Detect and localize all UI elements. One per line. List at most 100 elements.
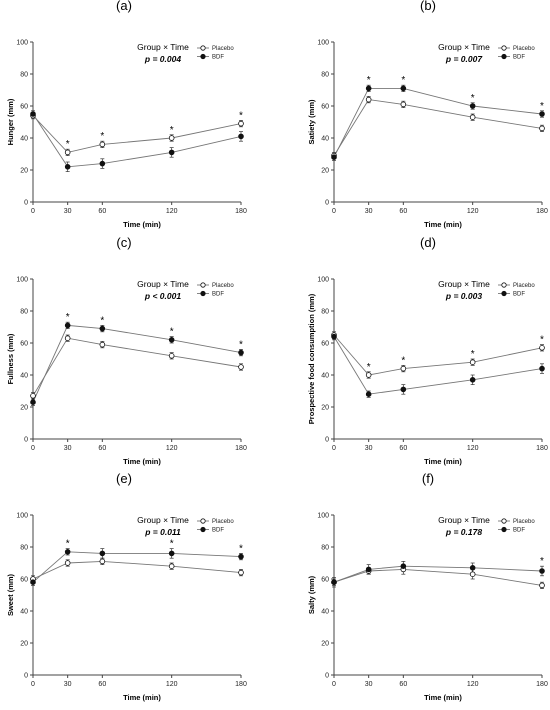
chart-panel-4: (d) 0 20 40 60 80 100 0 30 60 120 180 Time (min) Pros…: [307, 235, 548, 466]
chart-panel-1: (a) 0 20 40 60 80 100 0 30 60 120 180 Time (min) Hung…: [6, 0, 247, 229]
data-point-bdf: [365, 391, 372, 398]
p-value-label: p = 0.003: [445, 291, 482, 301]
legend-marker: [200, 53, 206, 60]
y-tick-label: 60: [20, 341, 28, 348]
y-tick-label: 60: [321, 104, 329, 111]
y-tick-label: 100: [317, 40, 329, 47]
data-point-placebo: [400, 365, 407, 372]
data-point-bdf: [469, 376, 476, 383]
chart-panel-5: (e) 0 20 40 60 80 100 0 30 60 120 180 Time (min) Swee…: [6, 471, 247, 702]
x-tick-label: 180: [235, 445, 247, 452]
x-tick-label: 60: [98, 208, 106, 215]
x-tick-label: 180: [536, 208, 548, 215]
significance-star: *: [170, 539, 174, 550]
x-tick-label: 0: [332, 445, 336, 452]
x-tick-label: 60: [399, 208, 407, 215]
chart-panel-2: (b) 0 20 40 60 80 100 0 30 60 120 180 Time (min) Sati…: [307, 0, 548, 229]
y-tick-label: 100: [16, 513, 28, 520]
x-tick-label: 30: [365, 445, 373, 452]
y-axis-label: Satiety (mm): [307, 99, 316, 145]
x-tick-label: 60: [98, 681, 106, 688]
y-tick-label: 0: [24, 673, 28, 680]
series-line-bdf: [32, 113, 242, 168]
y-tick-label: 40: [321, 136, 329, 143]
data-point-bdf: [99, 550, 106, 557]
y-tick-label: 0: [325, 200, 329, 207]
y-tick-label: 40: [20, 136, 28, 143]
series-line-bdf: [32, 324, 242, 403]
x-tick-label: 120: [467, 208, 479, 215]
data-point-bdf: [99, 160, 106, 167]
data-point-placebo: [99, 558, 106, 565]
x-axis-label: Time (min): [424, 220, 462, 229]
y-tick-label: 20: [20, 405, 28, 412]
data-point-bdf: [30, 111, 36, 117]
legend-marker: [501, 290, 507, 297]
y-tick-label: 20: [321, 641, 329, 648]
y-tick-label: 80: [321, 72, 329, 79]
data-point-bdf: [168, 149, 175, 156]
x-tick-label: 120: [467, 445, 479, 452]
significance-star: *: [239, 543, 243, 554]
data-point-bdf: [400, 85, 407, 92]
y-tick-label: 20: [321, 168, 329, 175]
y-tick-label: 20: [321, 405, 329, 412]
significance-star: *: [471, 349, 475, 360]
data-point-placebo: [365, 372, 372, 378]
x-tick-label: 60: [399, 681, 407, 688]
p-value-label: p = 0.178: [445, 527, 482, 537]
x-tick-label: 0: [332, 681, 336, 688]
data-point-bdf: [238, 133, 244, 140]
y-axis-label: Prospective food consumption (mm): [307, 293, 316, 424]
data-point-bdf: [539, 111, 545, 117]
data-point-placebo: [168, 352, 175, 359]
significance-star: *: [66, 539, 70, 550]
x-axis-label: Time (min): [424, 693, 462, 702]
legend-marker: [501, 518, 507, 524]
panel-letter: (b): [420, 0, 436, 13]
x-tick-label: 180: [536, 445, 548, 452]
y-axis-label: Salty (mm): [307, 575, 316, 614]
significance-star: *: [66, 139, 70, 150]
x-tick-label: 30: [64, 445, 72, 452]
data-point-placebo: [365, 96, 372, 103]
data-point-bdf: [30, 579, 36, 585]
data-point-bdf: [469, 103, 476, 109]
legend-marker: [200, 518, 206, 524]
y-tick-label: 0: [24, 200, 28, 207]
chart-panel-3: (c) 0 20 40 60 80 100 0 30 60 120 180 Time (min) Full…: [6, 235, 247, 466]
y-tick-label: 0: [325, 673, 329, 680]
legend-marker: [200, 45, 206, 51]
significance-star: *: [66, 312, 70, 323]
data-point-placebo: [64, 149, 71, 156]
data-point-placebo: [238, 364, 244, 370]
x-tick-label: 0: [31, 445, 35, 452]
p-value-label: p = 0.011: [144, 527, 181, 537]
panel-letter: (e): [116, 471, 132, 486]
group-time-label: Group × Time: [438, 515, 490, 525]
x-axis-label: Time (min): [424, 457, 462, 466]
series-line-bdf: [333, 87, 543, 158]
data-point-placebo: [30, 392, 36, 399]
x-tick-label: 120: [166, 681, 178, 688]
x-tick-label: 30: [365, 208, 373, 215]
data-point-placebo: [539, 125, 545, 132]
data-point-bdf: [365, 85, 372, 92]
y-tick-label: 40: [321, 373, 329, 380]
y-tick-label: 80: [20, 545, 28, 552]
significance-star: *: [100, 315, 104, 326]
data-point-placebo: [469, 114, 476, 120]
panel-letter: (d): [420, 235, 436, 250]
data-point-placebo: [64, 335, 71, 342]
data-point-bdf: [168, 550, 175, 557]
series-line-bdf: [333, 565, 543, 583]
legend-label: BDF: [513, 528, 525, 534]
data-point-bdf: [331, 579, 337, 585]
legend-label: Placebo: [513, 283, 535, 289]
significance-star: *: [367, 362, 371, 373]
series-line-placebo: [333, 334, 543, 376]
y-tick-label: 60: [321, 341, 329, 348]
group-time-label: Group × Time: [438, 279, 490, 289]
significance-star: *: [540, 335, 544, 346]
data-point-placebo: [400, 101, 407, 108]
